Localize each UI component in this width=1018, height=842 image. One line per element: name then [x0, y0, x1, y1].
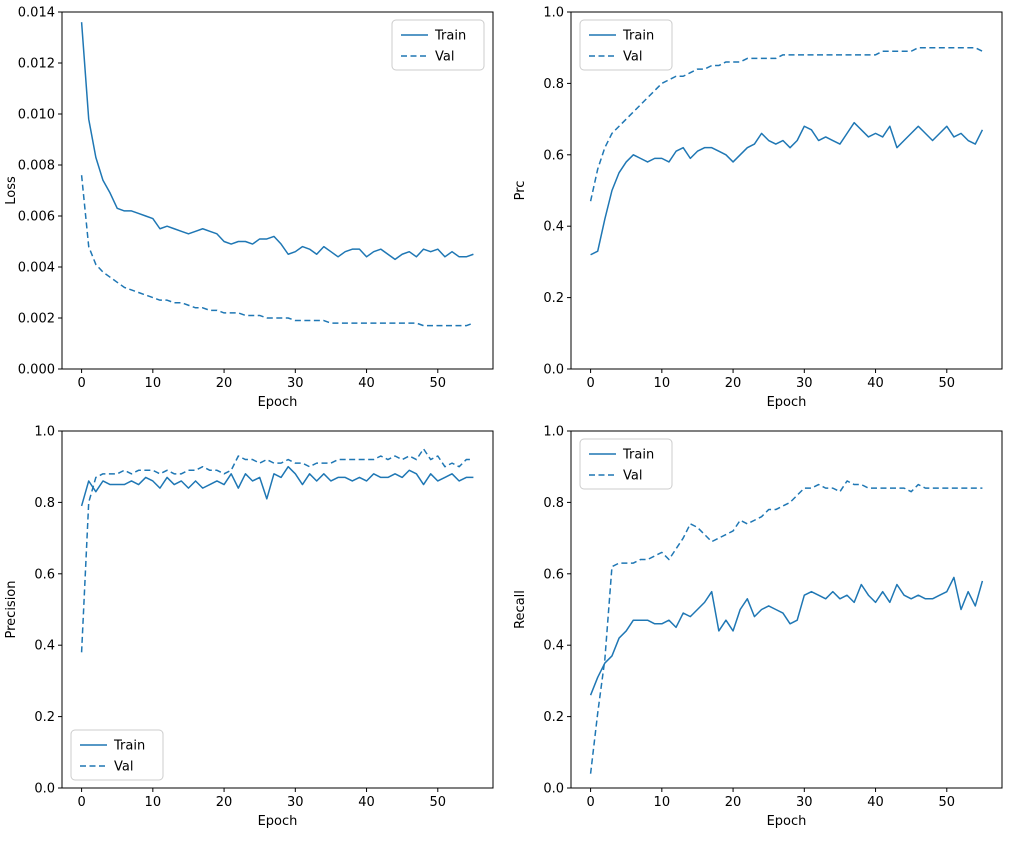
val-line — [80, 448, 474, 653]
y-tick-label: 0.004 — [18, 261, 55, 276]
prc-chart: 0 10 20 30 40 50 0.0 0.2 0.4 0.6 0.8 1.0 Epoch Prc Tra… — [513, 6, 1003, 410]
legend: Train Val — [579, 19, 673, 71]
legend-box — [391, 19, 485, 71]
x-tick-label: 40 — [358, 376, 375, 391]
train-line — [80, 465, 474, 507]
x-axis-label: Epoch — [767, 814, 807, 829]
x-tick-label: 20 — [725, 795, 742, 810]
plot-frame — [61, 11, 494, 370]
legend: Train Val — [579, 438, 673, 490]
x-axis-label: Epoch — [767, 395, 807, 410]
y-tick-label: 0.8 — [543, 77, 564, 92]
y-tick-label: 1.0 — [543, 6, 564, 21]
x-tick-label: 10 — [145, 376, 162, 391]
y-tick-label: 0.6 — [543, 567, 564, 582]
legend-train-label: Train — [622, 448, 654, 463]
y-axis-label: Loss — [4, 176, 19, 205]
x-tick-label: 30 — [287, 376, 304, 391]
x-tick-label: 40 — [867, 376, 884, 391]
y-tick-label: 0.2 — [543, 710, 564, 725]
x-tick-label: 50 — [939, 795, 956, 810]
y-tick-label: 0.0 — [543, 363, 564, 378]
plot-frame — [61, 430, 494, 789]
legend-train-label: Train — [434, 29, 466, 44]
y-axis-label: Recall — [513, 590, 528, 629]
legend-val-label: Val — [623, 50, 642, 65]
x-tick-label: 0 — [586, 795, 594, 810]
x-tick-label: 20 — [725, 376, 742, 391]
legend: Train Val — [70, 729, 164, 781]
x-tick-label: 20 — [216, 795, 233, 810]
y-tick-label: 0.014 — [18, 6, 55, 21]
precision-subplot: 0 10 20 30 40 50 0.0 0.2 0.4 0.6 0.8 1.0 Epoch Precis… — [0, 419, 509, 838]
y-axis-label: Precision — [4, 580, 19, 638]
x-tick-label: 30 — [796, 795, 813, 810]
y-tick-label: 0.8 — [543, 496, 564, 511]
x-tick-label: 20 — [216, 376, 233, 391]
x-axis-label: Epoch — [258, 395, 298, 410]
x-tick-label: 50 — [939, 376, 956, 391]
legend-val-label: Val — [435, 50, 454, 65]
y-tick-label: 0.2 — [543, 291, 564, 306]
val-line — [80, 175, 474, 327]
x-tick-label: 50 — [430, 795, 447, 810]
prc-subplot: 0 10 20 30 40 50 0.0 0.2 0.4 0.6 0.8 1.0 Epoch Prc Tra… — [509, 0, 1018, 419]
x-tick-label: 10 — [145, 795, 162, 810]
x-tick-label: 10 — [654, 376, 671, 391]
y-tick-label: 0.010 — [18, 108, 55, 123]
x-tick-label: 0 — [77, 795, 85, 810]
plot-frame — [570, 11, 1003, 370]
precision-chart: 0 10 20 30 40 50 0.0 0.2 0.4 0.6 0.8 1.0 Epoch Precis… — [4, 425, 494, 829]
legend-train-label: Train — [622, 29, 654, 44]
x-tick-label: 0 — [77, 376, 85, 391]
y-tick-label: 0.0 — [34, 782, 55, 797]
y-tick-label: 1.0 — [34, 425, 55, 440]
x-tick-label: 30 — [796, 376, 813, 391]
x-tick-label: 40 — [358, 795, 375, 810]
y-tick-label: 0.0 — [543, 782, 564, 797]
legend-box — [70, 729, 164, 781]
y-tick-label: 0.002 — [18, 312, 55, 327]
x-tick-label: 50 — [430, 376, 447, 391]
train-line — [80, 22, 474, 261]
loss-subplot: 0 10 20 30 40 50 0.000 0.002 0.004 0.006 0.008 0.01… — [0, 0, 509, 419]
legend-val-label: Val — [623, 469, 642, 484]
train-line — [590, 121, 984, 256]
legend-train-label: Train — [113, 739, 145, 754]
x-tick-label: 30 — [287, 795, 304, 810]
x-tick-label: 10 — [654, 795, 671, 810]
y-tick-label: 0.008 — [18, 159, 55, 174]
y-tick-label: 0.6 — [543, 148, 564, 163]
x-tick-label: 40 — [867, 795, 884, 810]
val-line — [589, 46, 983, 202]
y-tick-label: 0.4 — [543, 639, 564, 654]
val-line — [589, 480, 983, 774]
y-tick-label: 0.006 — [18, 210, 55, 225]
y-tick-label: 0.2 — [34, 710, 55, 725]
legend-box — [579, 438, 673, 490]
legend: Train Val — [391, 19, 485, 71]
legend-box — [579, 19, 673, 71]
y-tick-label: 0.4 — [543, 220, 564, 235]
y-tick-label: 1.0 — [543, 425, 564, 440]
x-tick-label: 0 — [586, 376, 594, 391]
x-axis-label: Epoch — [258, 814, 298, 829]
y-tick-label: 0.4 — [34, 639, 55, 654]
recall-subplot: 0 10 20 30 40 50 0.0 0.2 0.4 0.6 0.8 1.0 Epoch Recall… — [509, 419, 1018, 838]
y-tick-label: 0.8 — [34, 496, 55, 511]
train-line — [589, 576, 984, 696]
recall-chart: 0 10 20 30 40 50 0.0 0.2 0.4 0.6 0.8 1.0 Epoch Recall… — [513, 425, 1003, 829]
plot-frame — [570, 430, 1003, 789]
legend-val-label: Val — [114, 760, 133, 775]
loss-chart: 0 10 20 30 40 50 0.000 0.002 0.004 0.006 0.008 0.01… — [4, 6, 494, 410]
y-tick-label: 0.012 — [18, 57, 55, 72]
y-tick-label: 0.6 — [34, 567, 55, 582]
y-tick-label: 0.000 — [18, 363, 55, 378]
y-axis-label: Prc — [513, 181, 528, 201]
